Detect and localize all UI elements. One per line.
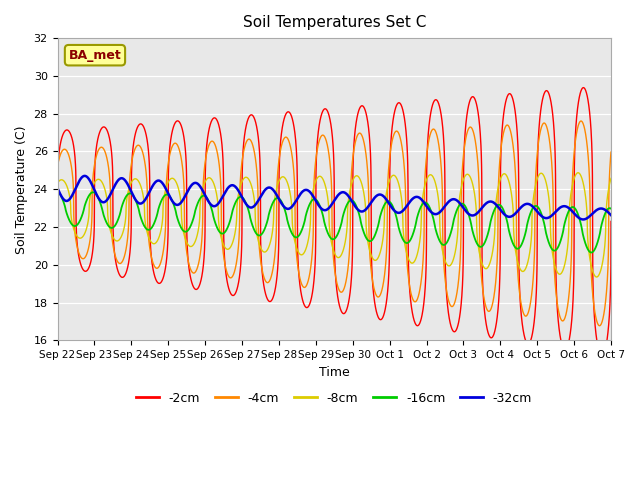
-32cm [607,212,615,218]
Line: -4cm: -4cm [58,121,611,326]
-4cm [458,168,466,174]
Line: -2cm: -2cm [58,88,611,356]
-32cm [458,204,466,209]
Y-axis label: Soil Temperature (C): Soil Temperature (C) [15,125,28,253]
-8cm [153,239,161,244]
Text: BA_met: BA_met [68,48,122,62]
-16cm [153,212,161,218]
-16cm [458,201,466,206]
-32cm [54,185,61,191]
-4cm [577,118,585,124]
-2cm [607,218,615,224]
-32cm [314,201,321,207]
Line: -8cm: -8cm [58,173,611,277]
-32cm [81,173,88,179]
-4cm [54,163,61,169]
Line: -32cm: -32cm [58,176,611,219]
-8cm [490,242,497,248]
-4cm [428,128,435,134]
-2cm [607,286,614,292]
-2cm [428,106,435,111]
Line: -16cm: -16cm [58,192,611,252]
-8cm [314,175,321,180]
-32cm [153,178,161,184]
-2cm [314,136,321,142]
-16cm [607,206,615,212]
Legend: -2cm, -4cm, -8cm, -16cm, -32cm: -2cm, -4cm, -8cm, -16cm, -32cm [131,387,537,410]
-4cm [607,149,615,155]
-8cm [54,180,61,186]
-4cm [607,156,614,161]
-4cm [596,323,604,329]
-8cm [428,172,435,178]
-8cm [607,177,614,183]
-2cm [580,85,588,91]
-2cm [153,279,161,285]
-16cm [54,189,61,194]
-32cm [428,210,436,216]
-16cm [607,205,614,211]
-8cm [607,176,615,181]
Title: Soil Temperatures Set C: Soil Temperatures Set C [243,15,426,30]
-2cm [490,332,497,338]
-32cm [579,216,587,222]
-4cm [490,296,497,301]
-2cm [458,287,466,293]
-8cm [458,180,466,186]
-32cm [490,200,497,205]
-8cm [593,274,600,280]
-16cm [314,199,321,204]
-4cm [153,265,161,271]
-16cm [490,209,497,215]
-32cm [607,212,614,217]
-2cm [598,353,605,359]
-2cm [54,196,61,202]
X-axis label: Time: Time [319,366,349,379]
-4cm [314,145,321,151]
-16cm [428,210,435,216]
-8cm [574,170,582,176]
-16cm [588,250,595,255]
